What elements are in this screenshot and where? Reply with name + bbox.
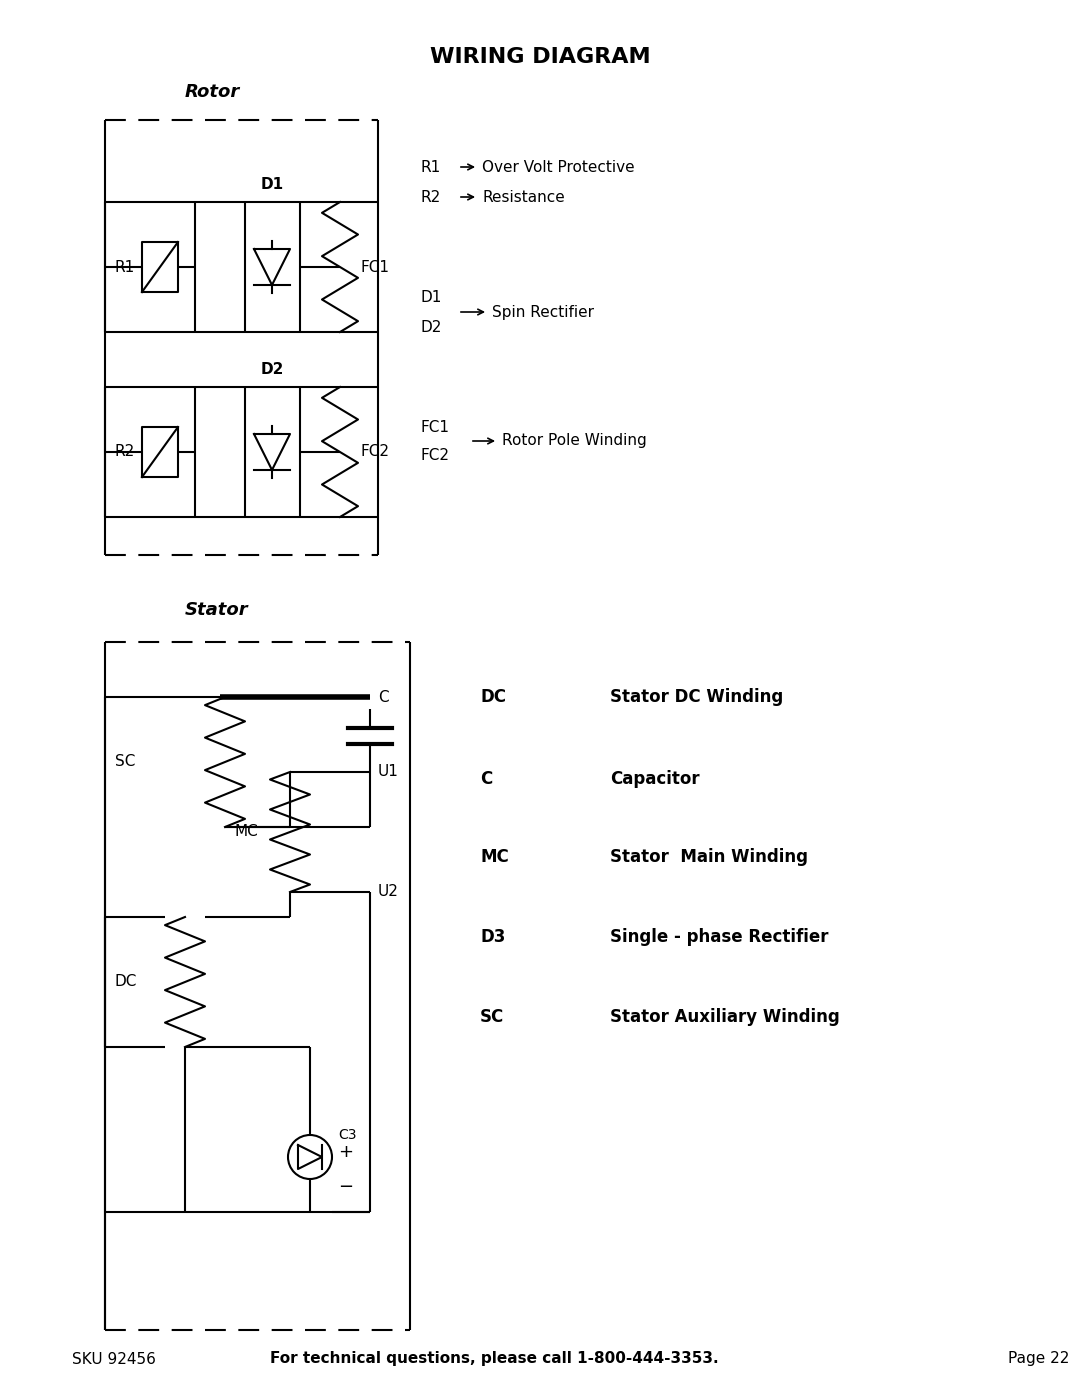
Text: Spin Rectifier: Spin Rectifier xyxy=(492,305,594,320)
Text: FC1: FC1 xyxy=(360,260,389,274)
Text: Rotor Pole Winding: Rotor Pole Winding xyxy=(502,433,647,448)
Text: Stator: Stator xyxy=(185,601,248,619)
Text: Resistance: Resistance xyxy=(482,190,565,204)
Text: R2: R2 xyxy=(420,190,441,204)
Text: Single - phase Rectifier: Single - phase Rectifier xyxy=(610,928,828,946)
Text: FC1: FC1 xyxy=(420,419,449,434)
Text: D1: D1 xyxy=(260,177,284,191)
Text: D2: D2 xyxy=(260,362,284,377)
Text: SKU 92456: SKU 92456 xyxy=(72,1351,156,1366)
Text: D2: D2 xyxy=(420,320,442,334)
Text: Stator Auxiliary Winding: Stator Auxiliary Winding xyxy=(610,1009,840,1025)
Text: MC: MC xyxy=(235,824,259,840)
Text: MC: MC xyxy=(480,848,509,866)
Text: WIRING DIAGRAM: WIRING DIAGRAM xyxy=(430,47,650,67)
Text: For technical questions, please call 1-800-444-3353.: For technical questions, please call 1-8… xyxy=(270,1351,718,1366)
Text: FC2: FC2 xyxy=(360,444,389,460)
Text: C3: C3 xyxy=(338,1127,356,1141)
Text: D3: D3 xyxy=(480,928,505,946)
Text: U2: U2 xyxy=(378,884,399,900)
Text: DC: DC xyxy=(114,975,137,989)
Text: Page 22: Page 22 xyxy=(1008,1351,1069,1366)
Text: R2: R2 xyxy=(114,444,135,460)
Text: Rotor: Rotor xyxy=(185,82,240,101)
Text: SC: SC xyxy=(480,1009,504,1025)
Text: C: C xyxy=(378,690,389,704)
Text: +: + xyxy=(338,1143,353,1161)
Text: R1: R1 xyxy=(114,260,135,274)
Text: Stator  Main Winding: Stator Main Winding xyxy=(610,848,808,866)
Text: DC: DC xyxy=(480,687,507,705)
Text: Over Volt Protective: Over Volt Protective xyxy=(482,159,635,175)
Text: R1: R1 xyxy=(420,159,441,175)
Text: C: C xyxy=(480,770,492,788)
Text: U1: U1 xyxy=(378,764,399,780)
Text: Stator DC Winding: Stator DC Winding xyxy=(610,687,783,705)
Text: Capacitor: Capacitor xyxy=(610,770,700,788)
Text: FC2: FC2 xyxy=(420,447,449,462)
Text: −: − xyxy=(338,1178,353,1196)
Text: D1: D1 xyxy=(420,289,442,305)
Text: SC: SC xyxy=(114,754,135,770)
